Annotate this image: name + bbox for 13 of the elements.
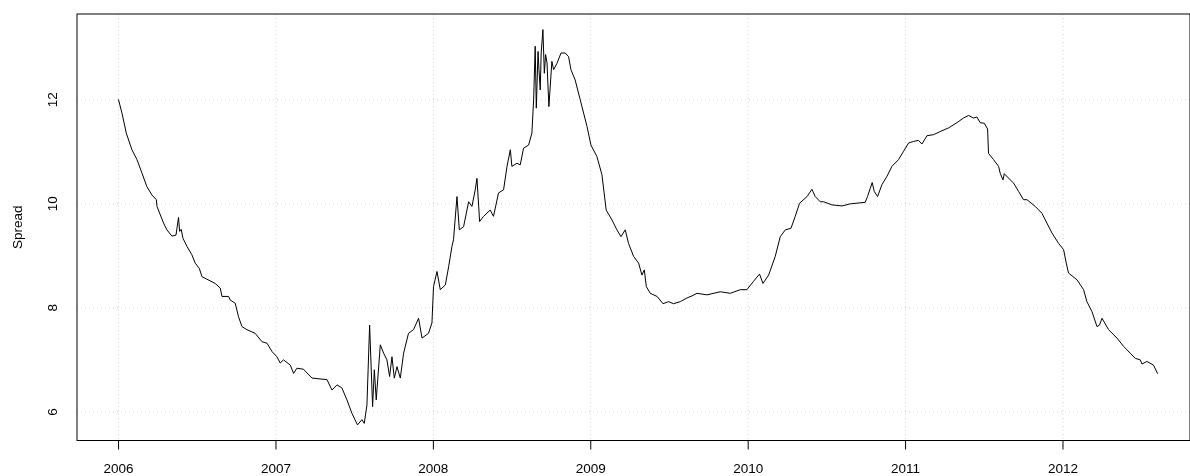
x-tick-label: 2010	[733, 460, 764, 476]
x-tick-label: 2009	[575, 460, 606, 476]
y-tick-label: 6	[44, 408, 60, 416]
x-tick-label: 2012	[1047, 460, 1078, 476]
x-tick-label: 2011	[891, 460, 921, 476]
x-tick-label: 2006	[103, 460, 134, 476]
x-tick-label: 2008	[418, 460, 449, 476]
y-axis-title: Spread	[9, 205, 25, 250]
line-series	[118, 29, 1159, 426]
y-tick-label: 10	[44, 196, 60, 212]
x-tick-label: 2007	[260, 460, 291, 476]
y-tick-label: 8	[44, 304, 60, 312]
y-tick-label: 12	[44, 92, 60, 108]
